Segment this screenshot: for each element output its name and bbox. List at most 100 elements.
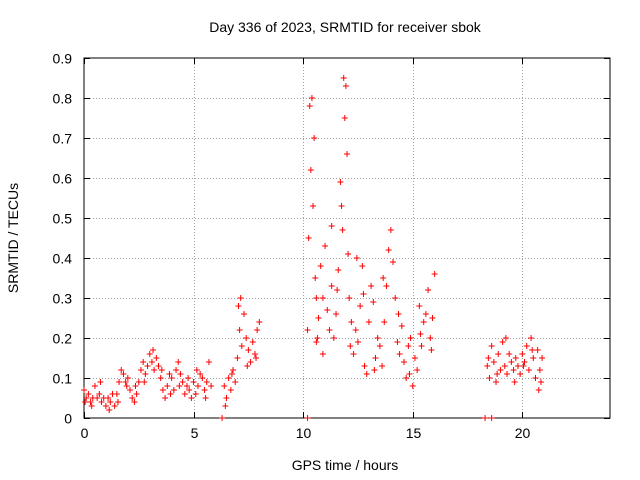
plot-frame [83,57,611,419]
data-point [313,339,320,345]
data-point [81,387,87,393]
data-point [251,351,258,357]
data-point [360,291,367,297]
data-point [409,383,416,389]
data-point [315,315,322,321]
data-point [396,351,403,357]
data-point [418,343,425,349]
data-point [328,283,335,289]
data-point [123,383,130,389]
data-point [177,371,184,377]
data-point [495,351,502,357]
data-point [107,399,114,405]
data-point [380,275,387,281]
data-point [137,367,144,373]
data-point [243,335,250,341]
data-point [326,327,333,333]
y-tick-label: 0.8 [53,91,73,107]
data-point [190,379,197,385]
data-point [503,371,510,377]
data-point [120,371,127,377]
data-point [322,243,329,249]
data-point [319,295,326,301]
data-point [230,367,237,373]
x-tick-label: 5 [191,425,199,441]
data-point [352,327,359,333]
data-point [493,379,500,385]
data-point [186,387,193,393]
data-point [411,355,418,361]
data-point [429,315,436,321]
data-point [306,103,313,109]
data-point [176,383,183,389]
data-point [82,399,89,405]
data-point [517,371,524,377]
data-point [141,379,148,385]
data-point [368,283,375,289]
data-point [305,235,312,241]
data-point [245,347,252,353]
data-point [244,363,251,369]
data-point [510,367,517,373]
data-point [170,387,177,393]
data-point [247,359,254,365]
data-point [502,335,509,341]
data-point [249,339,256,345]
y-tick-label: 0.4 [53,251,73,267]
data-point [485,355,492,361]
data-point [304,415,311,421]
data-point [425,287,432,293]
data-point [354,339,361,345]
data-point [223,395,230,401]
data-point [334,287,341,293]
data-point [106,407,113,413]
data-point [508,359,515,365]
y-tick-label: 0.7 [53,131,73,147]
data-point [116,379,123,385]
data-point [129,395,136,401]
data-point [105,395,112,401]
data-point [192,391,199,397]
data-point [427,335,434,341]
data-point [314,335,321,341]
data-point [348,319,355,325]
data-point [142,371,149,377]
data-point [307,167,314,173]
data-point [365,319,372,325]
data-point [167,391,174,397]
data-point [256,319,263,325]
data-point [96,391,103,397]
grid [84,58,610,418]
data-point [337,179,344,185]
data-point [506,351,513,357]
data-point [118,367,125,373]
data-point [514,363,521,369]
data-point [94,395,101,401]
data-point [194,383,201,389]
data-point [158,367,165,373]
data-point [431,271,438,277]
data-point [179,379,186,385]
data-point [188,395,195,401]
data-point [166,371,173,377]
data-point [254,327,261,333]
data-point [221,383,228,389]
data-point [308,95,315,101]
data-point [98,399,105,405]
data-point [359,263,366,269]
data-point [520,363,527,369]
data-point [519,351,526,357]
data-point [339,227,346,233]
data-point [114,399,121,405]
y-tick-label: 0.3 [53,291,73,307]
data-point [428,347,435,353]
data-point [371,367,378,373]
x-axis-label: GPS time / hours [292,457,399,473]
data-point [341,115,348,121]
data-point [83,395,90,401]
data-point [539,355,546,361]
x-tick-label: 10 [296,425,312,441]
y-axis-label: SRMTID / TECUs [5,183,21,293]
data-point [311,135,318,141]
